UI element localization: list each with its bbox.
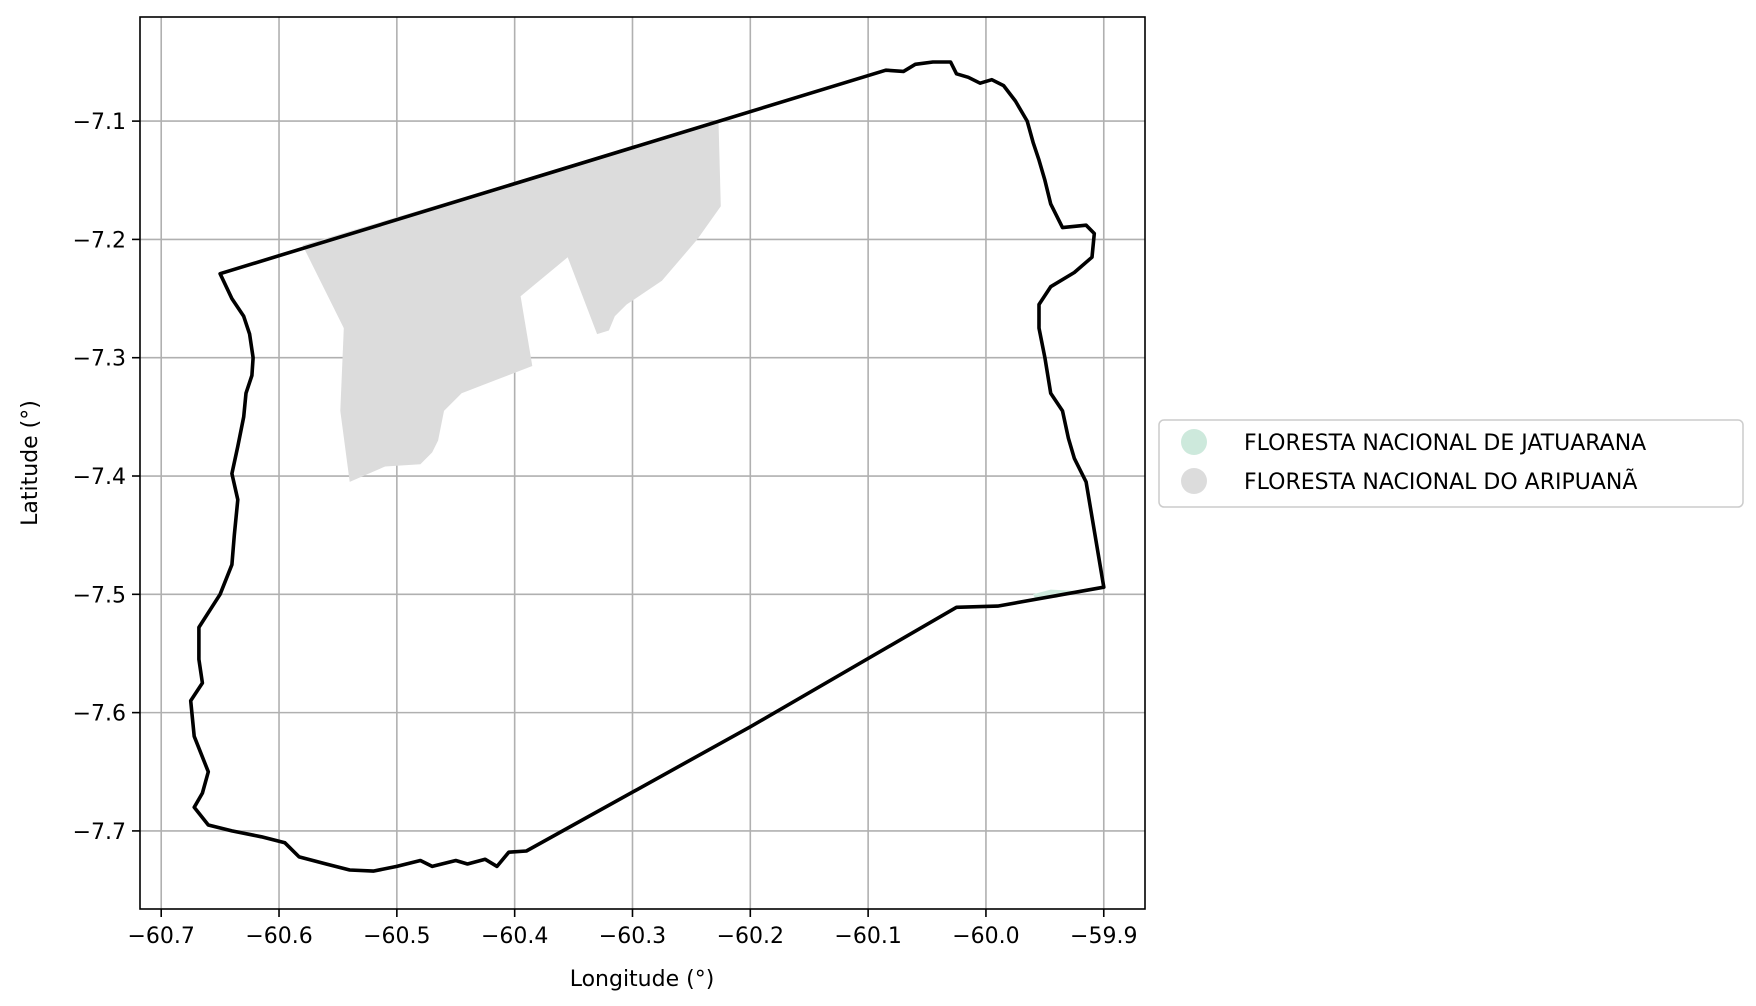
x-tick-label: −59.9: [1070, 924, 1137, 949]
y-tick-label: −7.7: [73, 820, 126, 845]
x-tick-label: −60.5: [363, 924, 430, 949]
study-area-boundary: [188, 60, 1106, 873]
protected-areas-layer: [302, 121, 1075, 599]
region-aripuana: [302, 121, 721, 482]
x-axis-title: Longitude (°): [570, 967, 715, 992]
legend: FLORESTA NACIONAL DE JATUARANA FLORESTA …: [1158, 419, 1744, 508]
plot-frame: [139, 16, 1146, 910]
x-tick-label: −60.1: [834, 924, 901, 949]
y-tick-label: −7.1: [73, 110, 126, 135]
y-tick-label: −7.3: [73, 347, 126, 372]
legend-label-aripuana: FLORESTA NACIONAL DO ARIPUANÃ: [1244, 468, 1637, 495]
y-tick-label: −7.6: [73, 702, 126, 727]
y-tick-label: −7.4: [73, 465, 126, 490]
x-tick-label: −60.2: [717, 924, 784, 949]
y-axis-ticks: −7.1 −7.2 −7.3 −7.4 −7.5 −7.6 −7.7: [73, 110, 140, 845]
legend-label-jatuarana: FLORESTA NACIONAL DE JATUARANA: [1244, 431, 1646, 456]
y-tick-label: −7.5: [73, 583, 126, 608]
legend-box: [1158, 419, 1744, 508]
x-tick-label: −60.6: [245, 924, 312, 949]
x-tick-label: −60.7: [127, 924, 194, 949]
x-tick-label: −60.4: [481, 924, 548, 949]
y-axis-title: Latitude (°): [18, 400, 43, 526]
legend-marker-aripuana: [1181, 468, 1207, 494]
y-tick-label: −7.2: [73, 228, 126, 253]
x-axis-ticks: −60.7 −60.6 −60.5 −60.4 −60.3 −60.2 −60.1 −60.0…: [127, 909, 1137, 949]
legend-marker-jatuarana: [1181, 429, 1207, 455]
boundary-layer: [188, 60, 1106, 873]
grid-lines: [140, 17, 1145, 909]
x-tick-label: −60.0: [952, 924, 1019, 949]
x-tick-label: −60.3: [599, 924, 666, 949]
